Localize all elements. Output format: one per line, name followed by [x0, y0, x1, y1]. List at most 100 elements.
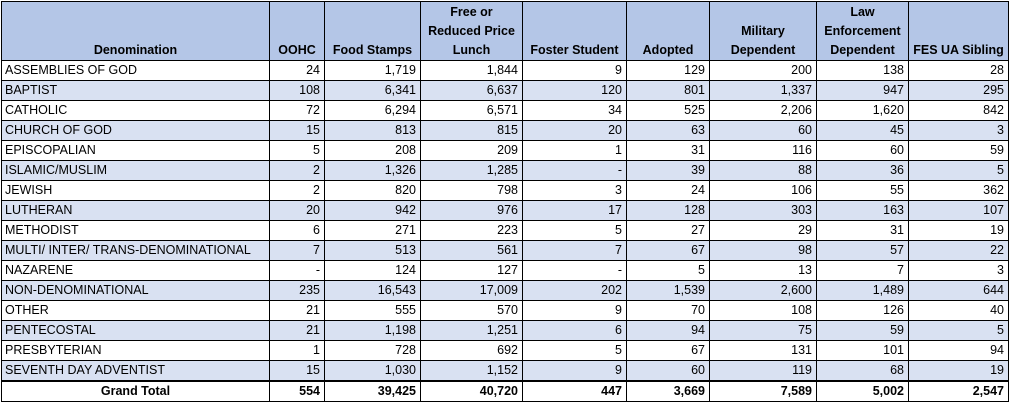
value-cell: 1,337	[709, 80, 817, 101]
value-cell: 127	[420, 260, 523, 281]
value-cell: 235	[269, 280, 325, 301]
denomination-cell: PRESBYTERIAN	[1, 340, 270, 361]
column-header: Free or Reduced Price Lunch	[420, 1, 523, 61]
value-cell: 2	[269, 160, 325, 181]
value-cell: 72	[269, 100, 325, 121]
value-cell: 24	[626, 180, 710, 201]
value-cell: 801	[626, 80, 710, 101]
denomination-cell: ASSEMBLIES OF GOD	[1, 60, 270, 81]
value-cell: 2	[269, 180, 325, 201]
table-row: SEVENTH DAY ADVENTIST 15 1,030 1,152 9 60 119 6…	[1, 360, 1009, 382]
column-header: OOHC	[269, 1, 325, 61]
column-header: Foster Student	[522, 1, 627, 61]
column-header: Food Stamps	[324, 1, 421, 61]
value-cell: 31	[816, 220, 909, 241]
denomination-cell: NAZARENE	[1, 260, 270, 281]
table-row: JEWISH 2 820 798 3 24 106 55 362	[1, 180, 1009, 201]
value-cell: 20	[522, 120, 627, 141]
value-cell: 1	[269, 340, 325, 361]
denomination-cell: PENTECOSTAL	[1, 320, 270, 341]
value-cell: 3	[908, 260, 1009, 281]
value-cell: 1,285	[420, 160, 523, 181]
table-row: PRESBYTERIAN 1 728 692 5 67 131 101 94	[1, 340, 1009, 361]
value-cell: 19	[908, 220, 1009, 241]
table-row: MULTI/ INTER/ TRANS-DENOMINATIONAL 7 513 56…	[1, 240, 1009, 261]
value-cell: 68	[816, 360, 909, 382]
value-cell: 1,198	[324, 320, 421, 341]
table-row: BAPTIST 108 6,341 6,637 120 801 1,337 947 295	[1, 80, 1009, 101]
grand-total-value: 2,547	[908, 380, 1009, 402]
denomination-cell: JEWISH	[1, 180, 270, 201]
value-cell: 21	[269, 320, 325, 341]
denomination-cell: OTHER	[1, 300, 270, 321]
value-cell: 976	[420, 200, 523, 221]
value-cell: 34	[522, 100, 627, 121]
denomination-cell: ISLAMIC/MUSLIM	[1, 160, 270, 181]
value-cell: 29	[709, 220, 817, 241]
value-cell: 31	[626, 140, 710, 161]
column-header: Denomination	[1, 1, 270, 61]
value-cell: 88	[709, 160, 817, 181]
grand-total-value: 3,669	[626, 380, 710, 402]
value-cell: 19	[908, 360, 1009, 382]
value-cell: 5	[269, 140, 325, 161]
value-cell: -	[522, 260, 627, 281]
value-cell: 59	[908, 140, 1009, 161]
value-cell: 815	[420, 120, 523, 141]
value-cell: 1,152	[420, 360, 523, 382]
header-row: Denomination OOHC Food Stamps Free or Reduc…	[1, 1, 1009, 61]
denomination-cell: LUTHERAN	[1, 200, 270, 221]
value-cell: 126	[816, 300, 909, 321]
value-cell: 108	[709, 300, 817, 321]
value-cell: 116	[709, 140, 817, 161]
value-cell: 813	[324, 120, 421, 141]
column-header: Military Dependent	[709, 1, 817, 61]
value-cell: 1,620	[816, 100, 909, 121]
value-cell: 303	[709, 200, 817, 221]
table-row: EPISCOPALIAN 5 208 209 1 31 116 60 59	[1, 140, 1009, 161]
value-cell: 7	[522, 240, 627, 261]
denomination-cell: EPISCOPALIAN	[1, 140, 270, 161]
value-cell: 60	[626, 360, 710, 382]
value-cell: 5	[908, 160, 1009, 181]
grand-total-value: 5,002	[816, 380, 909, 402]
value-cell: 70	[626, 300, 710, 321]
value-cell: 17,009	[420, 280, 523, 301]
value-cell: 67	[626, 340, 710, 361]
value-cell: 17	[522, 200, 627, 221]
value-cell: 9	[522, 60, 627, 81]
value-cell: 1,326	[324, 160, 421, 181]
value-cell: 555	[324, 300, 421, 321]
denomination-cell: NON-DENOMINATIONAL	[1, 280, 270, 301]
value-cell: 202	[522, 280, 627, 301]
value-cell: 21	[269, 300, 325, 321]
value-cell: 6,294	[324, 100, 421, 121]
table-row: NAZARENE -124 127-5 13 7 3	[1, 260, 1009, 281]
value-cell: 9	[522, 360, 627, 382]
value-cell: 15	[269, 120, 325, 141]
table-row: CATHOLIC 72 6,294 6,571 34 525 2,206 1,620 842	[1, 100, 1009, 121]
table-row: CHURCH OF GOD 15 813 815 20 63 60 45 3	[1, 120, 1009, 141]
value-cell: 728	[324, 340, 421, 361]
grand-total-label: Grand Total	[1, 380, 270, 402]
table-row: METHODIST 6 271 223 5 27 29 31 19	[1, 220, 1009, 241]
value-cell: 513	[324, 240, 421, 261]
value-cell: 128	[626, 200, 710, 221]
value-cell: 98	[709, 240, 817, 261]
value-cell: 124	[324, 260, 421, 281]
value-cell: 7	[269, 240, 325, 261]
value-cell: 1,539	[626, 280, 710, 301]
denomination-cell: MULTI/ INTER/ TRANS-DENOMINATIONAL	[1, 240, 270, 261]
table-row: PENTECOSTAL 21 1,198 1,251 6 94 75 59 5	[1, 320, 1009, 341]
value-cell: 27	[626, 220, 710, 241]
table-row: ISLAMIC/MUSLIM 2 1,326 1,285-39 88 36 5	[1, 160, 1009, 181]
value-cell: 200	[709, 60, 817, 81]
value-cell: 6	[522, 320, 627, 341]
value-cell: 28	[908, 60, 1009, 81]
value-cell: 5	[908, 320, 1009, 341]
value-cell: 138	[816, 60, 909, 81]
value-cell: 55	[816, 180, 909, 201]
denomination-cell: CATHOLIC	[1, 100, 270, 121]
value-cell: 570	[420, 300, 523, 321]
value-cell: 223	[420, 220, 523, 241]
